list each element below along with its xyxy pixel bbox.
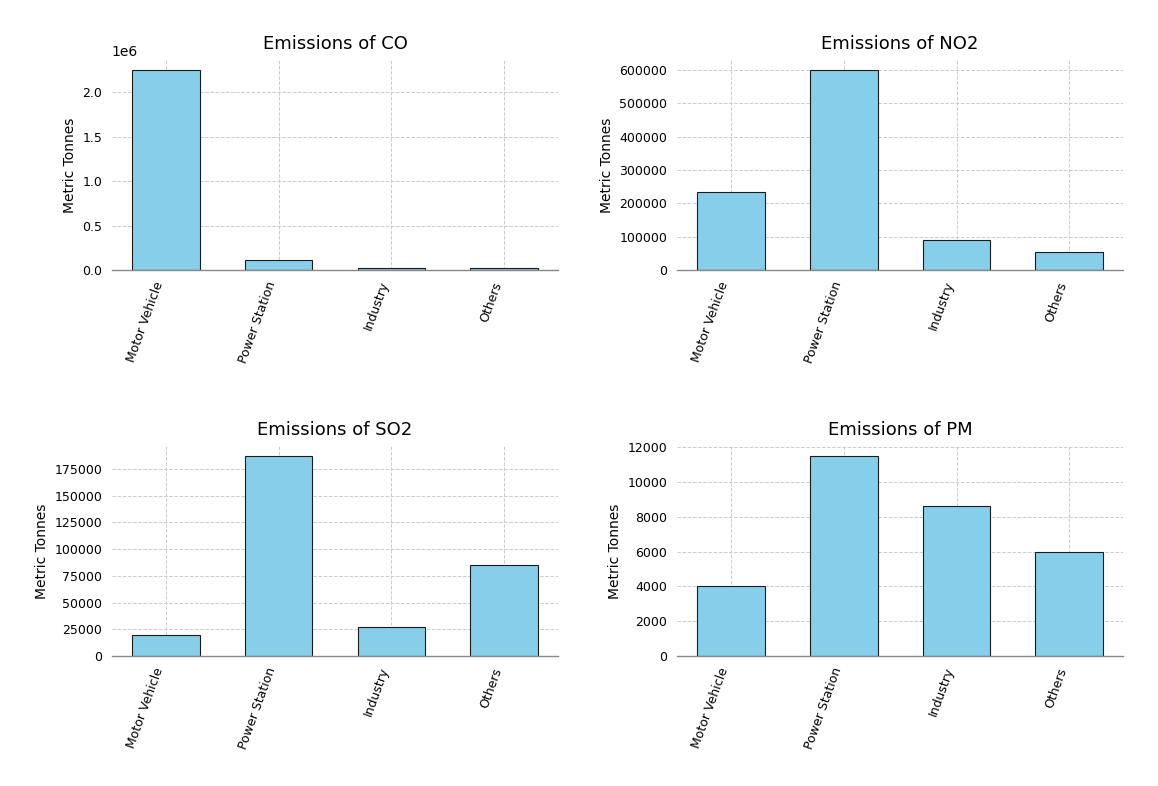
Bar <box>244 456 313 656</box>
Bar <box>470 565 537 656</box>
Bar <box>244 260 313 270</box>
Bar <box>358 268 425 270</box>
Bar <box>1035 552 1102 656</box>
Bar <box>923 240 990 270</box>
Title: Emissions of CO: Emissions of CO <box>263 35 408 53</box>
Bar <box>809 456 878 656</box>
Y-axis label: Metric Tonnes: Metric Tonnes <box>35 503 49 599</box>
Bar <box>697 192 765 270</box>
Bar <box>470 268 537 270</box>
Bar <box>923 506 990 656</box>
Y-axis label: Metric Tonnes: Metric Tonnes <box>608 503 622 599</box>
Title: Emissions of PM: Emissions of PM <box>828 421 973 439</box>
Bar <box>1035 252 1102 270</box>
Bar <box>132 70 200 270</box>
Title: Emissions of NO2: Emissions of NO2 <box>821 35 979 53</box>
Bar <box>358 627 425 656</box>
Bar <box>132 634 200 656</box>
Title: Emissions of SO2: Emissions of SO2 <box>257 421 412 439</box>
Y-axis label: Metric Tonnes: Metric Tonnes <box>600 117 614 212</box>
Bar <box>697 586 765 656</box>
Y-axis label: Metric Tonnes: Metric Tonnes <box>63 117 76 212</box>
Bar <box>809 70 878 270</box>
